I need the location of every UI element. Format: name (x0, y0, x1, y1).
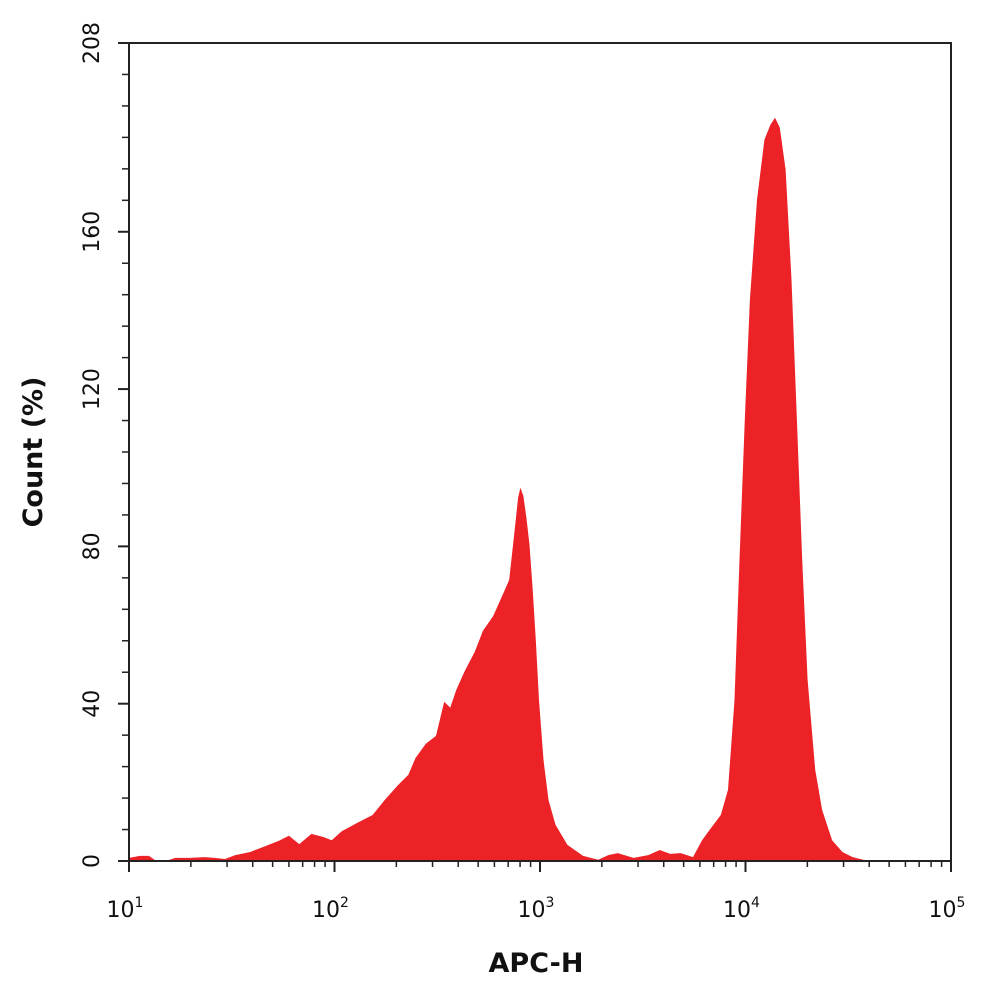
y-tick-label: 40 (80, 690, 105, 718)
y-tick-label: 160 (80, 211, 105, 253)
x-tick-label: 104 (723, 895, 760, 923)
y-tick-label: 80 (80, 532, 105, 560)
x-tick-label: 102 (312, 895, 349, 923)
x-axis-title: APC-H (489, 948, 584, 979)
x-tick-label: 101 (107, 895, 144, 923)
y-tick-label: 208 (80, 22, 105, 64)
x-tick-label: 103 (518, 895, 555, 923)
x-axis: 101 102 103 104 105 (107, 861, 966, 923)
histogram-area (129, 117, 876, 861)
y-axis: 0 40 80 120 160 208 (80, 22, 129, 868)
x-tick-label: 105 (929, 895, 966, 923)
y-tick-label: 0 (80, 854, 105, 868)
y-axis-title: Count (%) (18, 377, 49, 528)
y-tick-label: 120 (80, 368, 105, 410)
